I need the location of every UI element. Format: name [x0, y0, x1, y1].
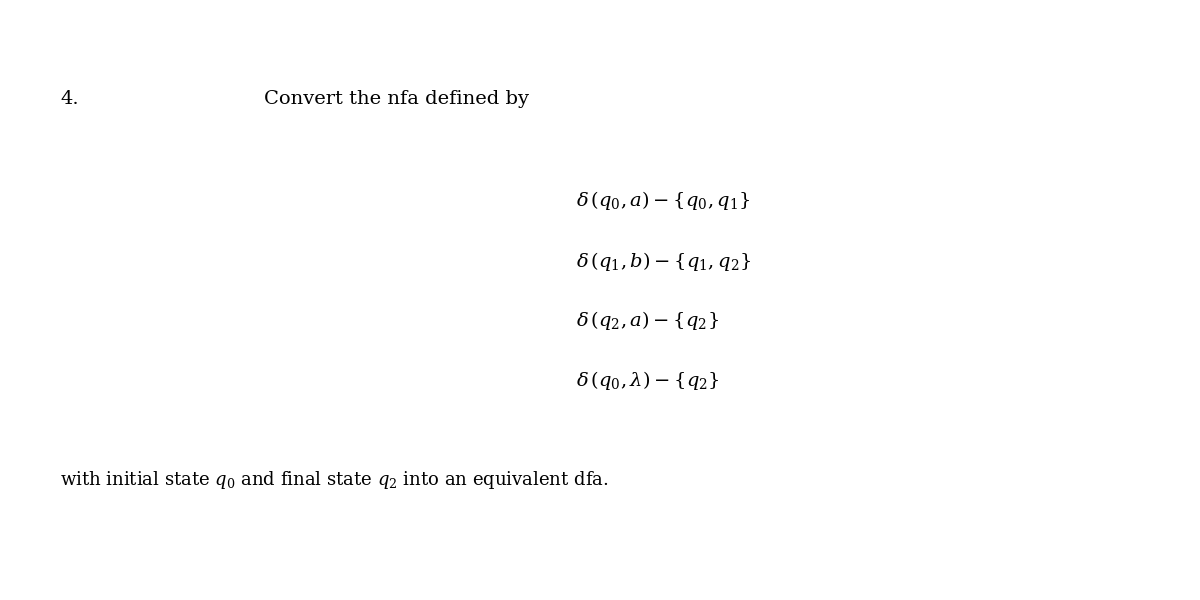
Text: 4.: 4.: [60, 90, 79, 108]
Text: $\delta\,(q_1, b) - \{q_1, q_2\}$: $\delta\,(q_1, b) - \{q_1, q_2\}$: [576, 250, 751, 272]
Text: $\delta\,(q_2, a) - \{q_2\}$: $\delta\,(q_2, a) - \{q_2\}$: [576, 310, 719, 332]
Text: with initial state $q_0$ and final state $q_2$ into an equivalent dfa.: with initial state $q_0$ and final state…: [60, 469, 608, 491]
Text: $\delta\,(q_0, a) - \{q_0, q_1\}$: $\delta\,(q_0, a) - \{q_0, q_1\}$: [576, 190, 750, 212]
Text: $\delta\,(q_0, \lambda) - \{q_2\}$: $\delta\,(q_0, \lambda) - \{q_2\}$: [576, 370, 720, 392]
Text: Convert the nfa defined by: Convert the nfa defined by: [264, 90, 529, 108]
